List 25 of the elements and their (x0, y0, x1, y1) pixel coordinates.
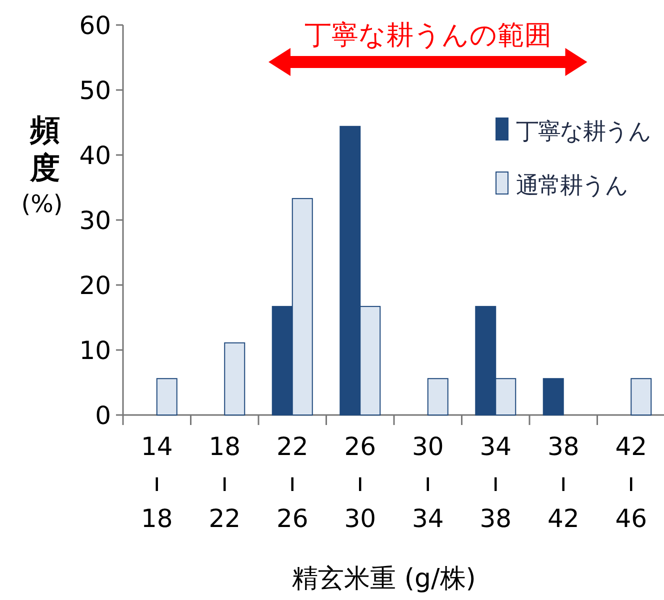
y-tick-label: 10 (79, 336, 111, 365)
bar (630, 378, 652, 416)
y-tick-label: 40 (79, 141, 111, 170)
bar (156, 378, 178, 416)
x-tick-label: 42 ı 46 (615, 432, 648, 533)
y-tick-label: 0 (95, 401, 111, 430)
x-tick-label: 38 ı 42 (547, 432, 580, 533)
legend-label: 丁寧な耕うん (516, 119, 651, 145)
x-axis-title: 精玄米重 (g/株) (292, 564, 476, 594)
y-tick-label: 20 (79, 271, 111, 300)
bar (224, 342, 246, 416)
x-tick-label: 22 ı 26 (276, 432, 308, 533)
y-tick-label: 50 (79, 76, 111, 105)
x-tick-label: 14 ı 18 (140, 432, 173, 533)
y-axis-title: 頻度 (%) (21, 113, 63, 218)
y-tick-label: 60 (79, 11, 111, 40)
bar (427, 378, 448, 416)
x-tick-label: 34 ı 38 (480, 432, 512, 533)
legend-label: 通常耕うん (516, 173, 628, 199)
bar (542, 378, 564, 416)
y-tick-label: 30 (79, 206, 111, 235)
x-tick-label: 30 ı 34 (412, 432, 444, 533)
x-tick-label: 26 ı 30 (344, 432, 376, 533)
annotation: 丁寧な耕うんの範囲 (304, 20, 552, 51)
x-tick-label: 18 ı 22 (208, 432, 241, 533)
